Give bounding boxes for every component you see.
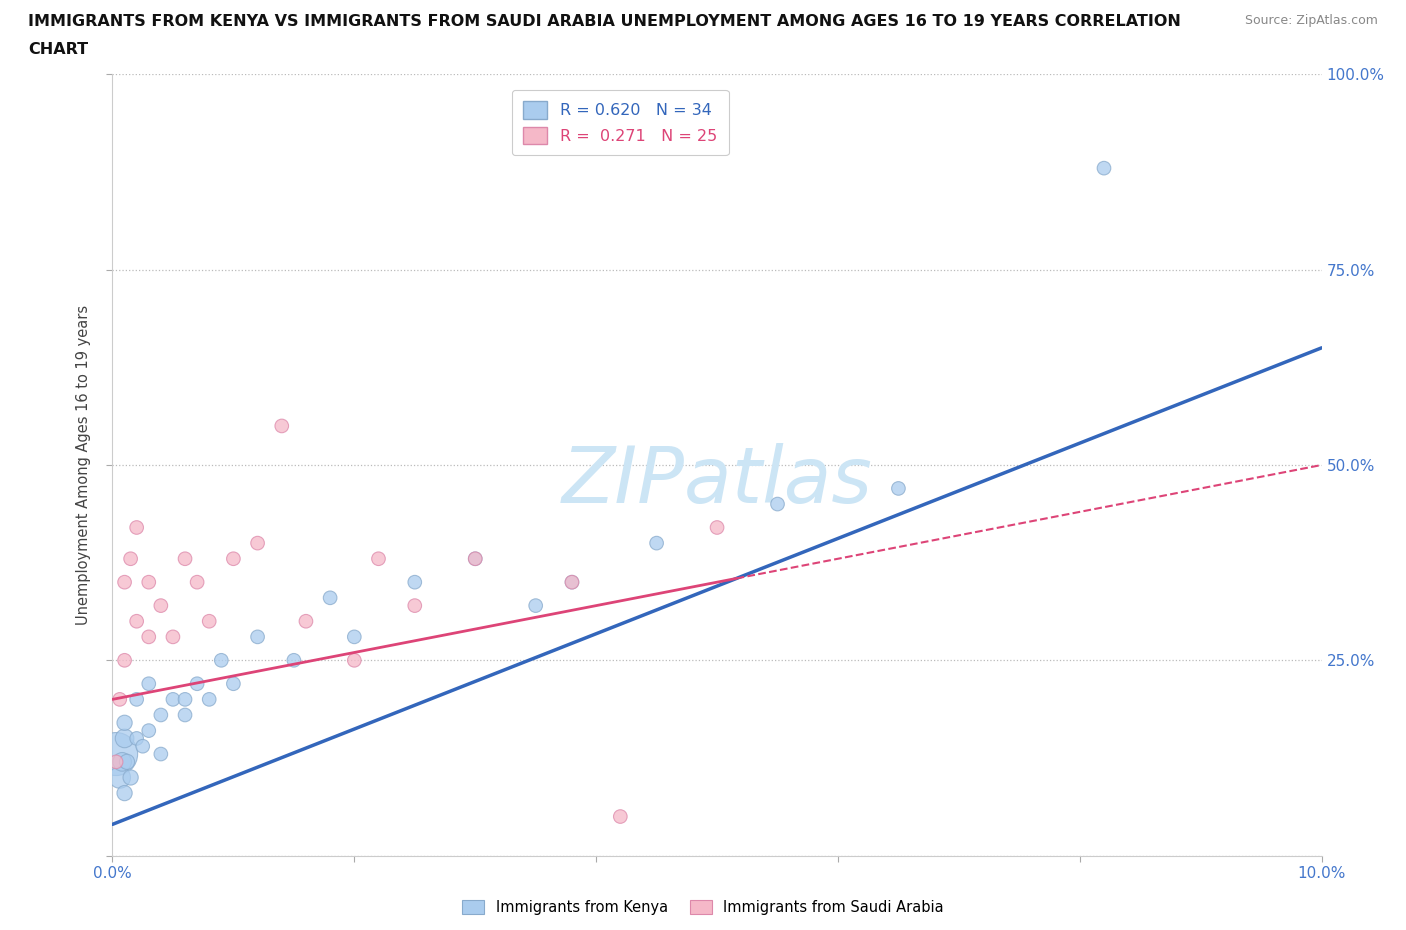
Point	[222, 551, 245, 566]
Point	[246, 630, 269, 644]
Point	[120, 551, 142, 566]
Point	[198, 692, 221, 707]
Point	[186, 676, 208, 691]
Point	[404, 575, 426, 590]
Point	[138, 630, 160, 644]
Point	[1092, 161, 1115, 176]
Point	[464, 551, 486, 566]
Text: Source: ZipAtlas.com: Source: ZipAtlas.com	[1244, 14, 1378, 27]
Point	[270, 418, 292, 433]
Point	[111, 754, 134, 769]
Point	[125, 614, 148, 629]
Point	[246, 536, 269, 551]
Legend: R = 0.620   N = 34, R =  0.271   N = 25: R = 0.620 N = 34, R = 0.271 N = 25	[512, 90, 728, 155]
Point	[132, 738, 155, 753]
Point	[138, 724, 160, 738]
Point	[367, 551, 389, 566]
Legend: Immigrants from Kenya, Immigrants from Saudi Arabia: Immigrants from Kenya, Immigrants from S…	[456, 893, 950, 923]
Point	[464, 551, 486, 566]
Point	[125, 731, 148, 746]
Point	[283, 653, 305, 668]
Point	[209, 653, 232, 668]
Text: ZIPatlas: ZIPatlas	[561, 443, 873, 519]
Point	[138, 575, 160, 590]
Point	[162, 630, 184, 644]
Text: IMMIGRANTS FROM KENYA VS IMMIGRANTS FROM SAUDI ARABIA UNEMPLOYMENT AMONG AGES 16: IMMIGRANTS FROM KENYA VS IMMIGRANTS FROM…	[28, 14, 1181, 29]
Point	[149, 708, 172, 723]
Point	[174, 551, 197, 566]
Point	[766, 497, 789, 512]
Point	[120, 770, 142, 785]
Point	[115, 754, 138, 769]
Point	[114, 575, 136, 590]
Point	[105, 747, 128, 762]
Point	[561, 575, 583, 590]
Point	[149, 747, 172, 762]
Point	[198, 614, 221, 629]
Point	[186, 575, 208, 590]
Point	[404, 598, 426, 613]
Point	[295, 614, 318, 629]
Point	[149, 598, 172, 613]
Point	[114, 786, 136, 801]
Point	[524, 598, 547, 613]
Point	[114, 653, 136, 668]
Point	[343, 653, 366, 668]
Point	[645, 536, 668, 551]
Point	[343, 630, 366, 644]
Point	[105, 754, 128, 769]
Point	[114, 731, 136, 746]
Text: CHART: CHART	[28, 42, 89, 57]
Point	[222, 676, 245, 691]
Point	[125, 692, 148, 707]
Point	[114, 715, 136, 730]
Point	[561, 575, 583, 590]
Point	[887, 481, 910, 496]
Point	[319, 591, 342, 605]
Point	[706, 520, 728, 535]
Point	[108, 770, 131, 785]
Point	[162, 692, 184, 707]
Point	[174, 708, 197, 723]
Point	[108, 692, 131, 707]
Point	[138, 676, 160, 691]
Y-axis label: Unemployment Among Ages 16 to 19 years: Unemployment Among Ages 16 to 19 years	[76, 305, 91, 625]
Point	[609, 809, 631, 824]
Point	[174, 692, 197, 707]
Point	[125, 520, 148, 535]
